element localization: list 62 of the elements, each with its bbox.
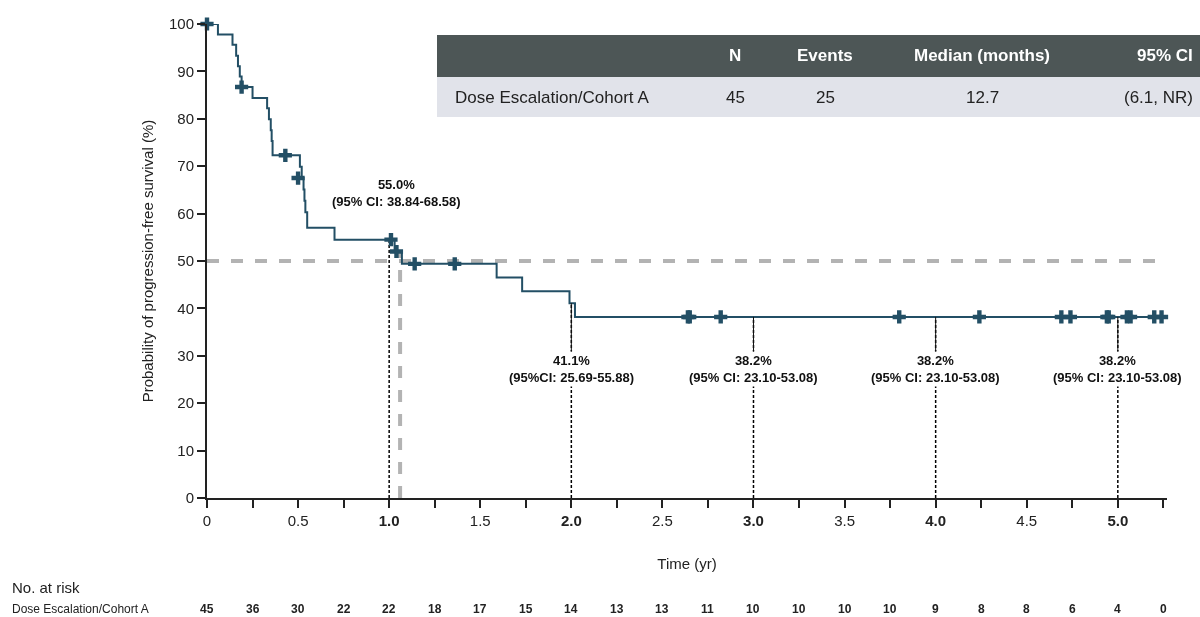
x-axis-title: Time (yr) <box>657 554 717 572</box>
x-tick-label: 1.5 <box>469 512 491 529</box>
annotation: Dose Escalation/Cohort A <box>455 88 650 107</box>
annotation: 12.7 <box>966 88 1000 107</box>
x-tick-label: 3.5 <box>834 512 855 529</box>
y-tick-label: 60 <box>177 204 194 222</box>
x-tick-label: 5.0 <box>1107 512 1129 529</box>
text: 22 <box>337 602 351 616</box>
text: 10 <box>838 602 852 616</box>
y-tick-label: 80 <box>177 110 194 128</box>
annotation: Median (months) <box>914 46 1050 65</box>
y-tick-label: 100 <box>168 15 194 33</box>
text: 13 <box>655 602 669 616</box>
x-tick-label: 0.5 <box>287 512 309 529</box>
text: 45 <box>200 602 214 616</box>
text: 36 <box>246 602 260 616</box>
text: 11 <box>701 602 715 616</box>
text: 17 <box>473 602 487 616</box>
y-tick-label: 50 <box>177 252 194 270</box>
x-tick-label: 3.0 <box>743 512 764 529</box>
annotation: N <box>729 46 742 65</box>
text: 30 <box>291 602 305 616</box>
x-tick-label: 1.0 <box>378 512 400 529</box>
text: 22 <box>382 602 396 616</box>
y-tick-label: 20 <box>177 394 194 412</box>
annotation: 45 <box>726 88 745 107</box>
text: 6 <box>1069 602 1076 616</box>
y-tick-label: 90 <box>177 62 194 80</box>
text: 15 <box>519 602 533 616</box>
text: Dose Escalation/Cohort A <box>12 602 149 616</box>
y-axis-title: Probability of progression-free survival (%) <box>138 119 156 403</box>
y-tick-label: 0 <box>185 489 194 507</box>
x-tick-label: 0 <box>202 512 212 529</box>
annotation: 38.2% (95% CI: 23.10-53.08) <box>1053 353 1182 385</box>
annotation: 95% CI <box>1137 46 1193 65</box>
annotation: 55.0% (95% CI: 38.84-68.58) <box>332 177 461 209</box>
y-tick-label: 10 <box>177 441 194 459</box>
text: 13 <box>610 602 624 616</box>
text: 10 <box>883 602 897 616</box>
x-tick-label: 2.5 <box>651 512 673 529</box>
text: 10 <box>792 602 806 616</box>
y-tick-label: 70 <box>177 157 194 175</box>
annotation: 41.1% (95%CI: 25.69-55.88) <box>509 353 635 385</box>
text: No. at risk <box>12 579 81 596</box>
x-tick-label: 4.5 <box>1016 512 1038 529</box>
text: 4 <box>1114 602 1121 616</box>
annotation: (6.1, NR) <box>1124 88 1193 107</box>
text: 8 <box>978 602 985 616</box>
y-tick-label: 30 <box>177 347 194 365</box>
text: 0 <box>1160 602 1167 616</box>
text: 18 <box>428 602 442 616</box>
y-tick-label: 40 <box>177 299 194 317</box>
x-tick-label: 4.0 <box>925 512 947 529</box>
text: 14 <box>564 602 578 616</box>
annotation: 25 <box>816 88 835 107</box>
annotation: 38.2% (95% CI: 23.10-53.08) <box>871 353 1000 385</box>
annotation: 38.2% (95% CI: 23.10-53.08) <box>689 353 818 385</box>
annotation: Events <box>797 46 853 65</box>
text: 9 <box>932 602 939 616</box>
text: 8 <box>1023 602 1030 616</box>
text: 10 <box>746 602 760 616</box>
x-tick-label: 2.0 <box>560 512 582 529</box>
